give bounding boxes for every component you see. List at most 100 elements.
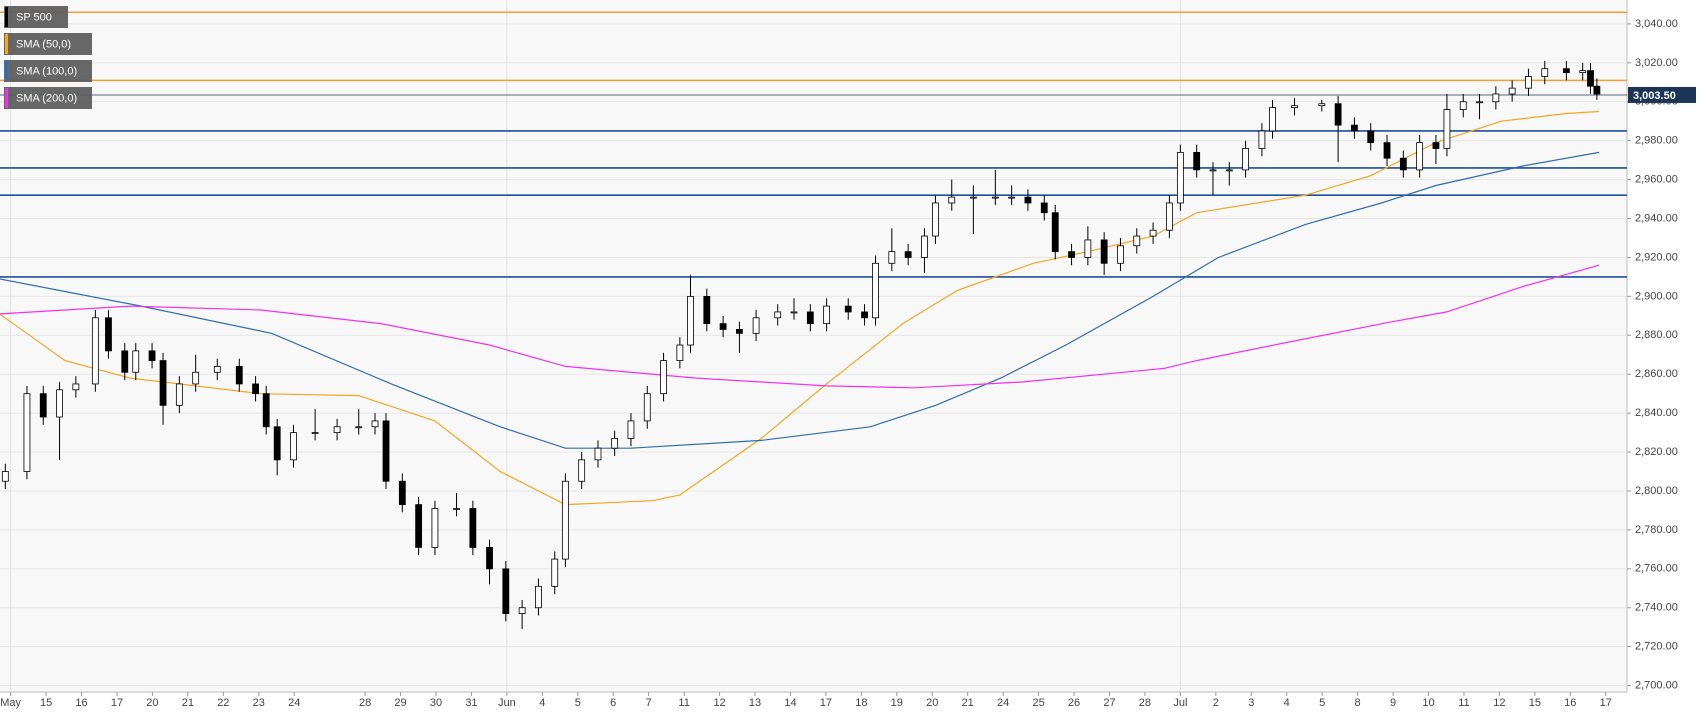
levels (0, 11, 1627, 278)
candle-body (1225, 169, 1233, 172)
x-tick-label: May (0, 697, 21, 709)
candle-body (469, 508, 477, 548)
candle-body (872, 262, 879, 319)
candle-body (1117, 245, 1124, 264)
candle-body (1291, 105, 1298, 109)
candle-body (91, 317, 99, 385)
x-tick-label: 17 (1600, 697, 1612, 709)
candle-body (1024, 196, 1032, 204)
x-tick-label: 29 (394, 697, 406, 709)
candle-body (1525, 76, 1532, 89)
candle-body (969, 196, 977, 199)
y-tick-label: 2,760.00 (1635, 563, 1678, 575)
candle-body (1432, 142, 1440, 149)
x-tick-label: 16 (1564, 697, 1576, 709)
candle-body (752, 317, 760, 334)
candle-body (311, 432, 319, 434)
y-tick-label: 2,960.00 (1635, 174, 1678, 186)
y-tick-label: 2,840.00 (1635, 407, 1678, 419)
x-tick-label: 30 (430, 697, 442, 709)
x-tick-label: 5 (575, 697, 581, 709)
legend-box (4, 33, 92, 55)
candle-body (1443, 109, 1451, 149)
x-tick-label: 21 (962, 697, 974, 709)
candle-body (1351, 124, 1358, 132)
x-tick-label: 19 (891, 697, 903, 709)
x-tick-label: 20 (146, 697, 158, 709)
candle-body (486, 547, 493, 570)
candle-body (774, 311, 782, 319)
candle-body (1459, 101, 1467, 110)
candle-body (719, 323, 727, 330)
candle-body (1100, 239, 1108, 264)
x-tick-label: 25 (1032, 697, 1044, 709)
candle-body (518, 607, 526, 614)
legend-box (4, 6, 68, 28)
x-tick-label: 20 (926, 697, 938, 709)
candle-body (1165, 202, 1173, 231)
candle-body (932, 202, 939, 237)
candle-body (1084, 239, 1092, 258)
y-tick-label: 2,940.00 (1635, 212, 1678, 224)
y-tick-label: 2,720.00 (1635, 641, 1678, 653)
candle-body (535, 585, 542, 609)
legend-label: SMA (50,0) (16, 38, 71, 50)
x-tick-label: 27 (1103, 697, 1115, 709)
candle-body (148, 350, 156, 361)
x-tick-label: 24 (288, 697, 300, 709)
candle-body (382, 420, 390, 482)
candle-body (453, 508, 460, 510)
candle-body (823, 305, 831, 325)
candle-body (175, 383, 183, 406)
legend-box (4, 87, 92, 109)
legend-swatch (5, 7, 8, 27)
x-tick-label: 15 (40, 697, 52, 709)
x-tick-label: 15 (1529, 697, 1541, 709)
candle-body (561, 480, 569, 560)
y-tick-label: 2,700.00 (1635, 679, 1678, 691)
x-tick-label: 21 (182, 697, 194, 709)
candle-body (1133, 235, 1141, 247)
y-tick-label: 2,780.00 (1635, 524, 1678, 536)
sma-line (0, 264, 1600, 389)
candle-body (333, 426, 341, 433)
candle-body (273, 426, 281, 461)
candle-body (192, 371, 200, 385)
x-tick-label: 18 (855, 697, 867, 709)
candle-body (290, 432, 297, 461)
candle-body (703, 295, 711, 325)
candle-body (1269, 107, 1276, 132)
candle-body (790, 311, 798, 314)
candle-body (578, 459, 586, 482)
candle-body (551, 558, 559, 587)
candle-body (1416, 142, 1424, 171)
legend-swatch (5, 88, 8, 108)
candle-body (904, 251, 912, 258)
candle-body (1579, 70, 1587, 73)
candle-body (643, 393, 651, 422)
candle-body (660, 360, 667, 395)
candle-body (736, 329, 743, 334)
x-tick-label: 10 (1422, 697, 1434, 709)
candle-body (502, 568, 510, 614)
candle-body (806, 311, 814, 325)
candle-body (1562, 68, 1570, 73)
candle-body (1541, 68, 1549, 77)
candle-body (1383, 142, 1391, 159)
x-tick-label: 17 (820, 697, 832, 709)
grid (0, 0, 1627, 692)
x-tick-label: 13 (749, 697, 761, 709)
x-tick-label: 11 (1458, 697, 1469, 709)
candle-body (1176, 151, 1184, 204)
y-tick-label: 3,040.00 (1635, 18, 1678, 30)
x-tick-label: 14 (784, 697, 796, 709)
candle-body (1367, 130, 1375, 144)
x-tick-label: 3 (1248, 697, 1254, 709)
x-tick-label: 26 (1068, 697, 1080, 709)
x-tick-label: 9 (1390, 697, 1396, 709)
x-tick-label: 6 (610, 697, 616, 709)
candle-body (1258, 130, 1266, 149)
candle-body (1, 471, 9, 482)
candle-body (355, 426, 363, 429)
x-tick-label: Jul (1173, 697, 1187, 709)
